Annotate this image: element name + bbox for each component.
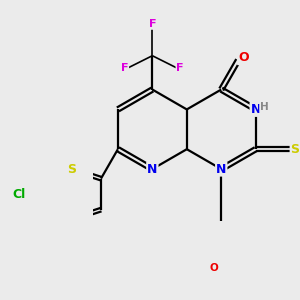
Text: F: F <box>121 63 128 73</box>
Text: Cl: Cl <box>12 188 25 201</box>
Text: O: O <box>210 263 218 273</box>
Text: N: N <box>147 163 158 176</box>
Text: O: O <box>238 51 249 64</box>
Text: S: S <box>67 163 76 176</box>
Text: N: N <box>250 103 261 116</box>
Text: F: F <box>148 19 156 29</box>
Text: F: F <box>176 63 184 73</box>
Text: N: N <box>216 163 226 176</box>
Text: S: S <box>291 143 300 156</box>
Text: H: H <box>260 102 269 112</box>
